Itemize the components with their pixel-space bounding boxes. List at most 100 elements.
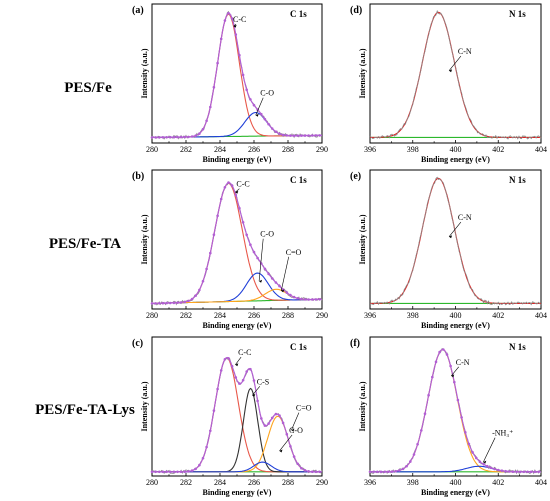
envelope-point — [486, 464, 489, 468]
annotation-arrowhead — [235, 190, 239, 194]
component-c-c — [152, 357, 322, 473]
annotation-label: C=O — [296, 404, 312, 413]
envelope-point — [274, 412, 278, 416]
envelope-point — [274, 130, 278, 133]
envelope-point — [449, 364, 452, 368]
envelope-point — [168, 301, 172, 305]
envelope-point — [168, 470, 172, 474]
envelope-point — [263, 267, 267, 271]
annotation-arrowhead — [449, 69, 453, 73]
envelope-point — [456, 398, 460, 402]
annotation-leader — [448, 55, 462, 71]
envelope-point — [314, 298, 318, 301]
envelope-point — [263, 117, 267, 121]
envelope-point — [270, 277, 274, 280]
envelope-point — [161, 470, 165, 474]
envelope-point — [383, 470, 387, 474]
x-tick-label: 396 — [364, 478, 376, 487]
envelope-point — [183, 470, 187, 474]
annotation-arrowhead — [451, 374, 455, 378]
envelope-point — [314, 470, 318, 474]
envelope-point — [245, 370, 248, 373]
envelope-point — [260, 417, 263, 420]
envelope-point — [442, 348, 445, 351]
envelope-point — [176, 301, 179, 305]
envelope-point — [416, 442, 419, 446]
annotation-arrowhead — [291, 428, 295, 432]
envelope-point — [285, 134, 289, 137]
x-tick-label: 396 — [364, 311, 376, 320]
panel-c: 280 282 284 286 288 290 Binding energy (eV) Int… — [132, 336, 328, 497]
envelope-fit — [152, 12, 322, 138]
envelope-point — [183, 135, 187, 139]
envelope-point — [372, 470, 376, 474]
y-axis-label: Intensity (a.u.) — [358, 381, 367, 431]
x-tick-label: 404 — [535, 145, 547, 154]
envelope-point — [172, 135, 176, 139]
envelope-point — [183, 300, 187, 304]
envelope-point — [252, 250, 256, 254]
envelope-point — [300, 297, 303, 301]
envelope-point — [198, 463, 201, 467]
envelope-point — [205, 445, 208, 449]
panel-letter: (a) — [132, 5, 144, 16]
envelope-point — [314, 134, 318, 137]
annotation-arrowhead — [449, 235, 453, 239]
envelope-point — [292, 455, 296, 458]
panel-d: 396 398 400 402 404 Binding energy (eV) Intens… — [350, 3, 547, 164]
envelope-point — [526, 470, 529, 474]
envelope-point — [398, 469, 401, 472]
envelope-point — [219, 369, 223, 372]
envelope-point — [165, 136, 168, 139]
annotation-leader — [258, 238, 264, 282]
component-c-c — [152, 13, 322, 138]
panel-letter: (e) — [350, 171, 361, 182]
envelope-point — [219, 197, 223, 201]
envelope-point — [227, 11, 230, 15]
core-level-title: N 1s — [509, 342, 526, 352]
row-label-pes-fe-ta-lys: PES/Fe-TA-Lys — [35, 402, 135, 418]
envelope-point — [216, 214, 219, 218]
envelope-point — [296, 297, 300, 300]
envelope-point — [168, 135, 172, 139]
panel-f: 396 398 400 402 404 Binding energy (eV) Intens… — [350, 336, 547, 497]
annotation-label: -NH₃⁺ — [492, 429, 513, 438]
envelope-point — [311, 134, 314, 137]
component-c-o — [152, 272, 322, 304]
annotation-arrowhead — [233, 24, 237, 28]
panel-b: 280 282 284 286 288 290 Binding energy (eV) Int… — [132, 169, 328, 330]
envelope-point — [289, 134, 292, 137]
envelope-point — [493, 467, 496, 471]
annotation-leader — [252, 386, 261, 396]
envelope-point — [278, 284, 281, 288]
envelope-point — [187, 470, 190, 473]
envelope-point — [318, 134, 321, 137]
component-c-o — [152, 112, 322, 138]
envelope-point — [285, 432, 289, 436]
envelope-point — [256, 256, 259, 260]
x-tick-label: 280 — [146, 311, 158, 320]
panel-letter: (b) — [132, 171, 144, 182]
envelope-point — [154, 470, 157, 474]
envelope-point — [522, 470, 526, 474]
envelope-point — [311, 470, 314, 474]
envelope-point — [238, 53, 241, 57]
envelope-point — [278, 132, 281, 136]
envelope-point — [475, 456, 478, 460]
annotation-arrowhead — [252, 393, 256, 397]
x-tick-label: 400 — [450, 478, 462, 487]
envelope-point — [292, 295, 296, 299]
envelope-point — [423, 412, 427, 416]
envelope-point — [223, 186, 227, 189]
envelope-point — [497, 468, 500, 472]
annotation-label: C-N — [456, 358, 470, 367]
envelope-point — [303, 469, 307, 472]
envelope-point — [270, 127, 274, 130]
panel-e: 396 398 400 402 404 Binding energy (eV) Intens… — [350, 169, 547, 330]
x-axis-label: Binding energy (eV) — [421, 488, 490, 497]
envelope-point — [289, 293, 292, 297]
envelope-point — [158, 470, 161, 474]
envelope-point — [318, 470, 321, 474]
envelope-point — [238, 206, 241, 210]
envelope-point — [471, 451, 474, 454]
